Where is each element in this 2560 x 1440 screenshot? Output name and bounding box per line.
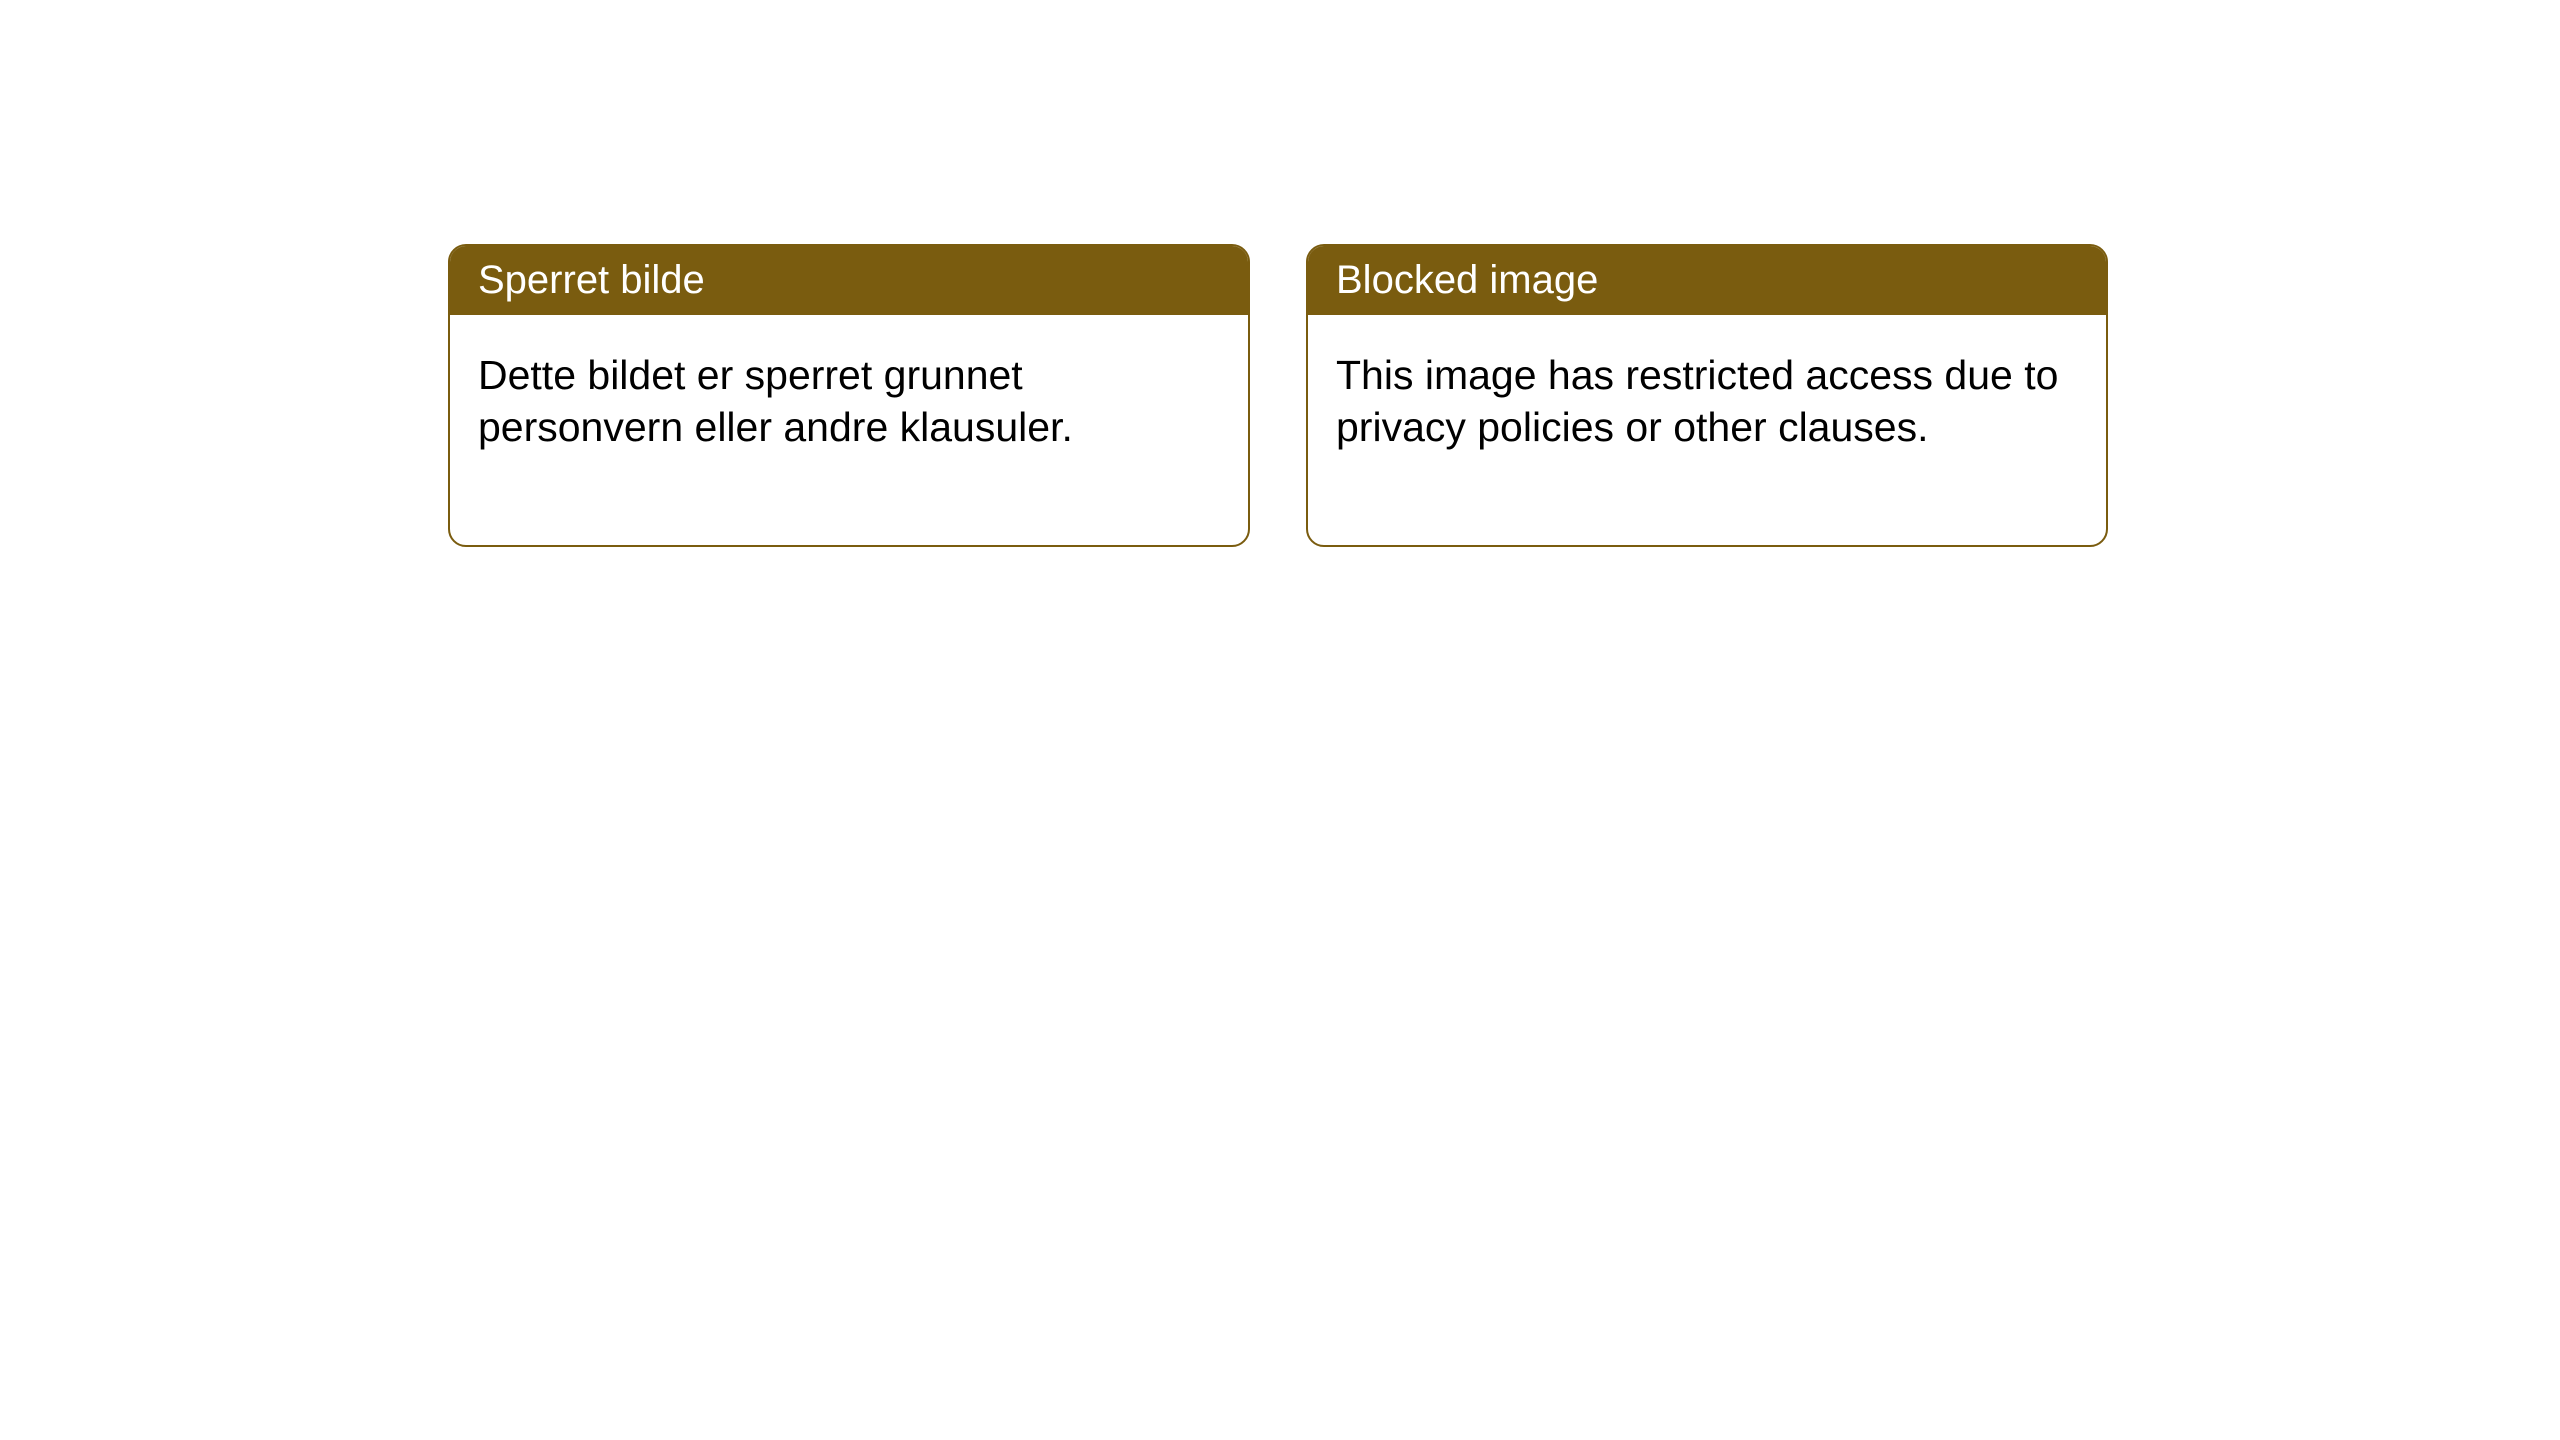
- card-body-text: Dette bildet er sperret grunnet personve…: [478, 352, 1073, 450]
- card-body-text: This image has restricted access due to …: [1336, 352, 2058, 450]
- blocked-image-card-en: Blocked image This image has restricted …: [1306, 244, 2108, 547]
- card-title: Sperret bilde: [478, 258, 705, 302]
- card-body: This image has restricted access due to …: [1308, 315, 2106, 545]
- card-header: Blocked image: [1308, 246, 2106, 315]
- blocked-image-card-no: Sperret bilde Dette bildet er sperret gr…: [448, 244, 1250, 547]
- notice-container: Sperret bilde Dette bildet er sperret gr…: [0, 0, 2560, 547]
- card-title: Blocked image: [1336, 258, 1598, 302]
- card-body: Dette bildet er sperret grunnet personve…: [450, 315, 1248, 545]
- card-header: Sperret bilde: [450, 246, 1248, 315]
